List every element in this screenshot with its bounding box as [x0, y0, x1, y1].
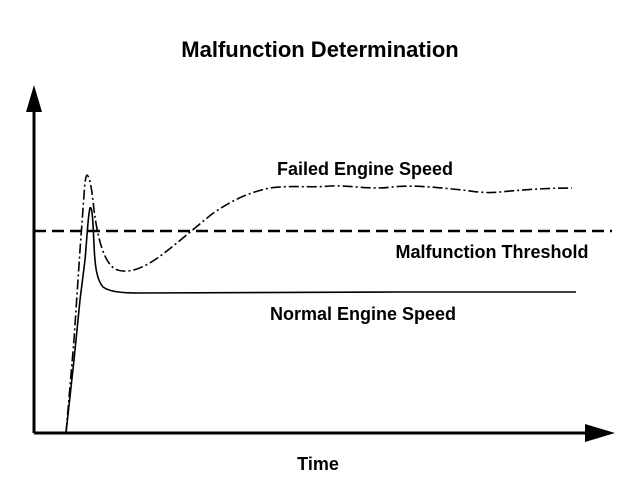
failed-engine-speed-curve: [65, 174, 573, 434]
x-axis-label: Time: [297, 454, 339, 474]
failed-engine-speed-label: Failed Engine Speed: [277, 159, 453, 179]
x-axis-arrowhead-icon: [585, 424, 615, 442]
diagram-title: Malfunction Determination: [181, 37, 458, 62]
normal-engine-speed-label: Normal Engine Speed: [270, 304, 456, 324]
y-axis-arrowhead-icon: [26, 85, 42, 112]
normal-engine-speed-curve: [65, 206, 576, 434]
axes: [26, 85, 615, 442]
malfunction-threshold-label: Malfunction Threshold: [396, 242, 589, 262]
